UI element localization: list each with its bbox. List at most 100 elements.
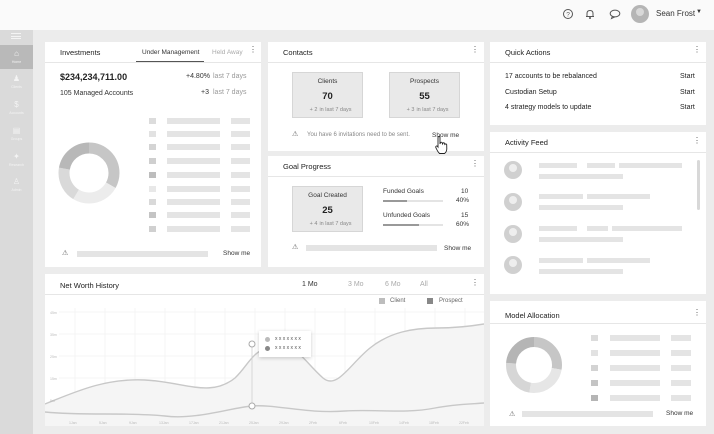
prospects-stat-box[interactable]: Prospects 55 + 3 in last 7 days [389,72,460,118]
range-tab-all[interactable]: All [420,281,428,288]
invitations-notice: You have 6 invitations need to be sent. [307,132,410,138]
model-allocation-title: Model Allocation [505,311,560,320]
divider [490,152,706,153]
goal-progress-title: Goal Progress [283,162,331,171]
managed-accounts: 105 Managed Accounts [60,90,134,97]
funded-goals-count: 10 [461,188,469,195]
tab-under-management[interactable]: Under Management [142,49,200,56]
clients-stat-box[interactable]: Clients 70 + 2 in last 7 days [292,72,363,118]
tab-held-away[interactable]: Held Away [212,49,243,56]
sidebar-item-admin[interactable]: ♙ Admin [0,173,33,197]
goal-created-value: 25 [322,205,333,216]
svg-text:17Jan: 17Jan [189,421,199,425]
warning-icon: ⚠ [509,411,516,418]
range-tab-6mo[interactable]: 6 Mo [385,281,401,288]
user-menu-chevron-down-icon[interactable]: ▼ [696,9,702,15]
investments-show-me-link[interactable]: Show me [223,250,251,257]
svg-text:35m: 35m [50,333,57,337]
svg-text:29Jan: 29Jan [279,421,289,425]
user-avatar[interactable] [631,5,649,23]
sidebar-item-clients[interactable]: ♟ Clients [0,70,33,94]
goal-created-change: + 4 [309,221,318,227]
legend-prospect-label: Prospect [439,298,463,304]
home-icon: ⌂ [14,49,19,58]
goal-created-stat-box[interactable]: Goal Created 25 + 4 in last 7 days [292,186,363,232]
svg-text:25m: 25m [50,355,57,359]
investments-more-icon[interactable]: ⋮ [249,45,257,54]
avatar [504,161,522,179]
sidebar-item-home[interactable]: ⌂ Home [0,45,33,69]
clients-change-period: in last 7 days [319,107,352,113]
quick-action-start-button[interactable]: Start [680,89,695,96]
svg-text:1Jan: 1Jan [69,421,77,425]
notification-bell-icon[interactable] [584,8,596,20]
quick-action-start-button[interactable]: Start [680,104,695,111]
range-tab-1mo[interactable]: 1 Mo [302,281,318,288]
goal-progress-show-me-link[interactable]: Show me [444,245,472,252]
top-bar: ? Sean Frost ▼ [0,0,714,30]
placeholder-bar [306,245,437,251]
avatar [504,193,522,211]
user-name[interactable]: Sean Frost [656,9,696,18]
svg-text:18Feb: 18Feb [429,421,439,425]
unfunded-goals-progress [383,224,419,226]
divider [268,62,484,63]
svg-text:22Feb: 22Feb [459,421,469,425]
activity-feed-scrollbar[interactable] [697,160,700,210]
sidebar-item-groups[interactable]: ▤ Groups [0,122,33,146]
sidebar-item-accounts[interactable]: $ Accounts [0,96,33,120]
menu-hamburger-icon[interactable] [11,33,21,39]
divider [490,62,706,63]
accounts-change: +3 [201,89,209,96]
sidebar-item-research[interactable]: ✦ Research [0,148,33,172]
legend-client-swatch [379,298,385,304]
net-worth-more-icon[interactable]: ⋮ [471,278,479,287]
clients-change: + 2 [309,107,318,113]
contacts-more-icon[interactable]: ⋮ [471,45,479,54]
svg-text:21Jan: 21Jan [219,421,229,425]
warning-icon: ⚠ [292,244,299,251]
admin-icon: ♙ [12,177,21,186]
contacts-title: Contacts [283,48,313,57]
funded-goals-label: Funded Goals [383,188,424,195]
investments-donut-chart [58,142,120,204]
legend-prospect-swatch [427,298,433,304]
quick-action-label: 17 accounts to be rebalanced [505,73,597,80]
chat-icon[interactable] [609,8,621,20]
svg-text:10Feb: 10Feb [369,421,379,425]
divider [45,294,484,295]
goal-created-label: Goal Created [308,192,347,199]
quick-actions-more-icon[interactable]: ⋮ [693,45,701,54]
goal-progress-more-icon[interactable]: ⋮ [471,159,479,168]
model-allocation-card [490,301,706,426]
chart-tooltip: x x x x x x x x x x x x x x [259,331,311,357]
activity-feed-more-icon[interactable]: ⋮ [693,136,701,145]
tooltip-client-dot [265,337,270,342]
prospects-change: + 3 [406,107,415,113]
funded-goals-track [383,200,443,202]
quick-actions-title: Quick Actions [505,48,551,57]
svg-text:15m: 15m [50,377,57,381]
svg-text:?: ? [566,11,570,18]
quick-action-start-button[interactable]: Start [680,73,695,80]
svg-text:2Feb: 2Feb [309,421,317,425]
tooltip-line: x x x x x x x [275,336,301,342]
divider [45,62,261,63]
tooltip-line: x x x x x x x [275,345,301,351]
legend-client-label: Client [390,298,406,304]
range-tab-3mo[interactable]: 3 Mo [348,281,364,288]
help-icon[interactable]: ? [562,8,574,20]
quick-actions-card [490,42,706,125]
model-allocation-show-me-link[interactable]: Show me [666,410,694,417]
net-worth-title: Net Worth History [60,281,120,290]
contacts-show-me-link[interactable]: Show me [432,132,460,139]
tooltip-prospect-dot [265,346,270,351]
research-icon: ✦ [13,152,20,161]
placeholder-bar [522,411,653,417]
net-worth-area-chart: 45m 35m 25m 15m 5m 1Jan 5Jan 9Jan 13Jan … [45,308,484,426]
investments-title: Investments [60,48,101,57]
model-allocation-more-icon[interactable]: ⋮ [693,308,701,317]
svg-text:5Jan: 5Jan [99,421,107,425]
svg-text:14Feb: 14Feb [399,421,409,425]
svg-text:45m: 45m [50,311,57,315]
